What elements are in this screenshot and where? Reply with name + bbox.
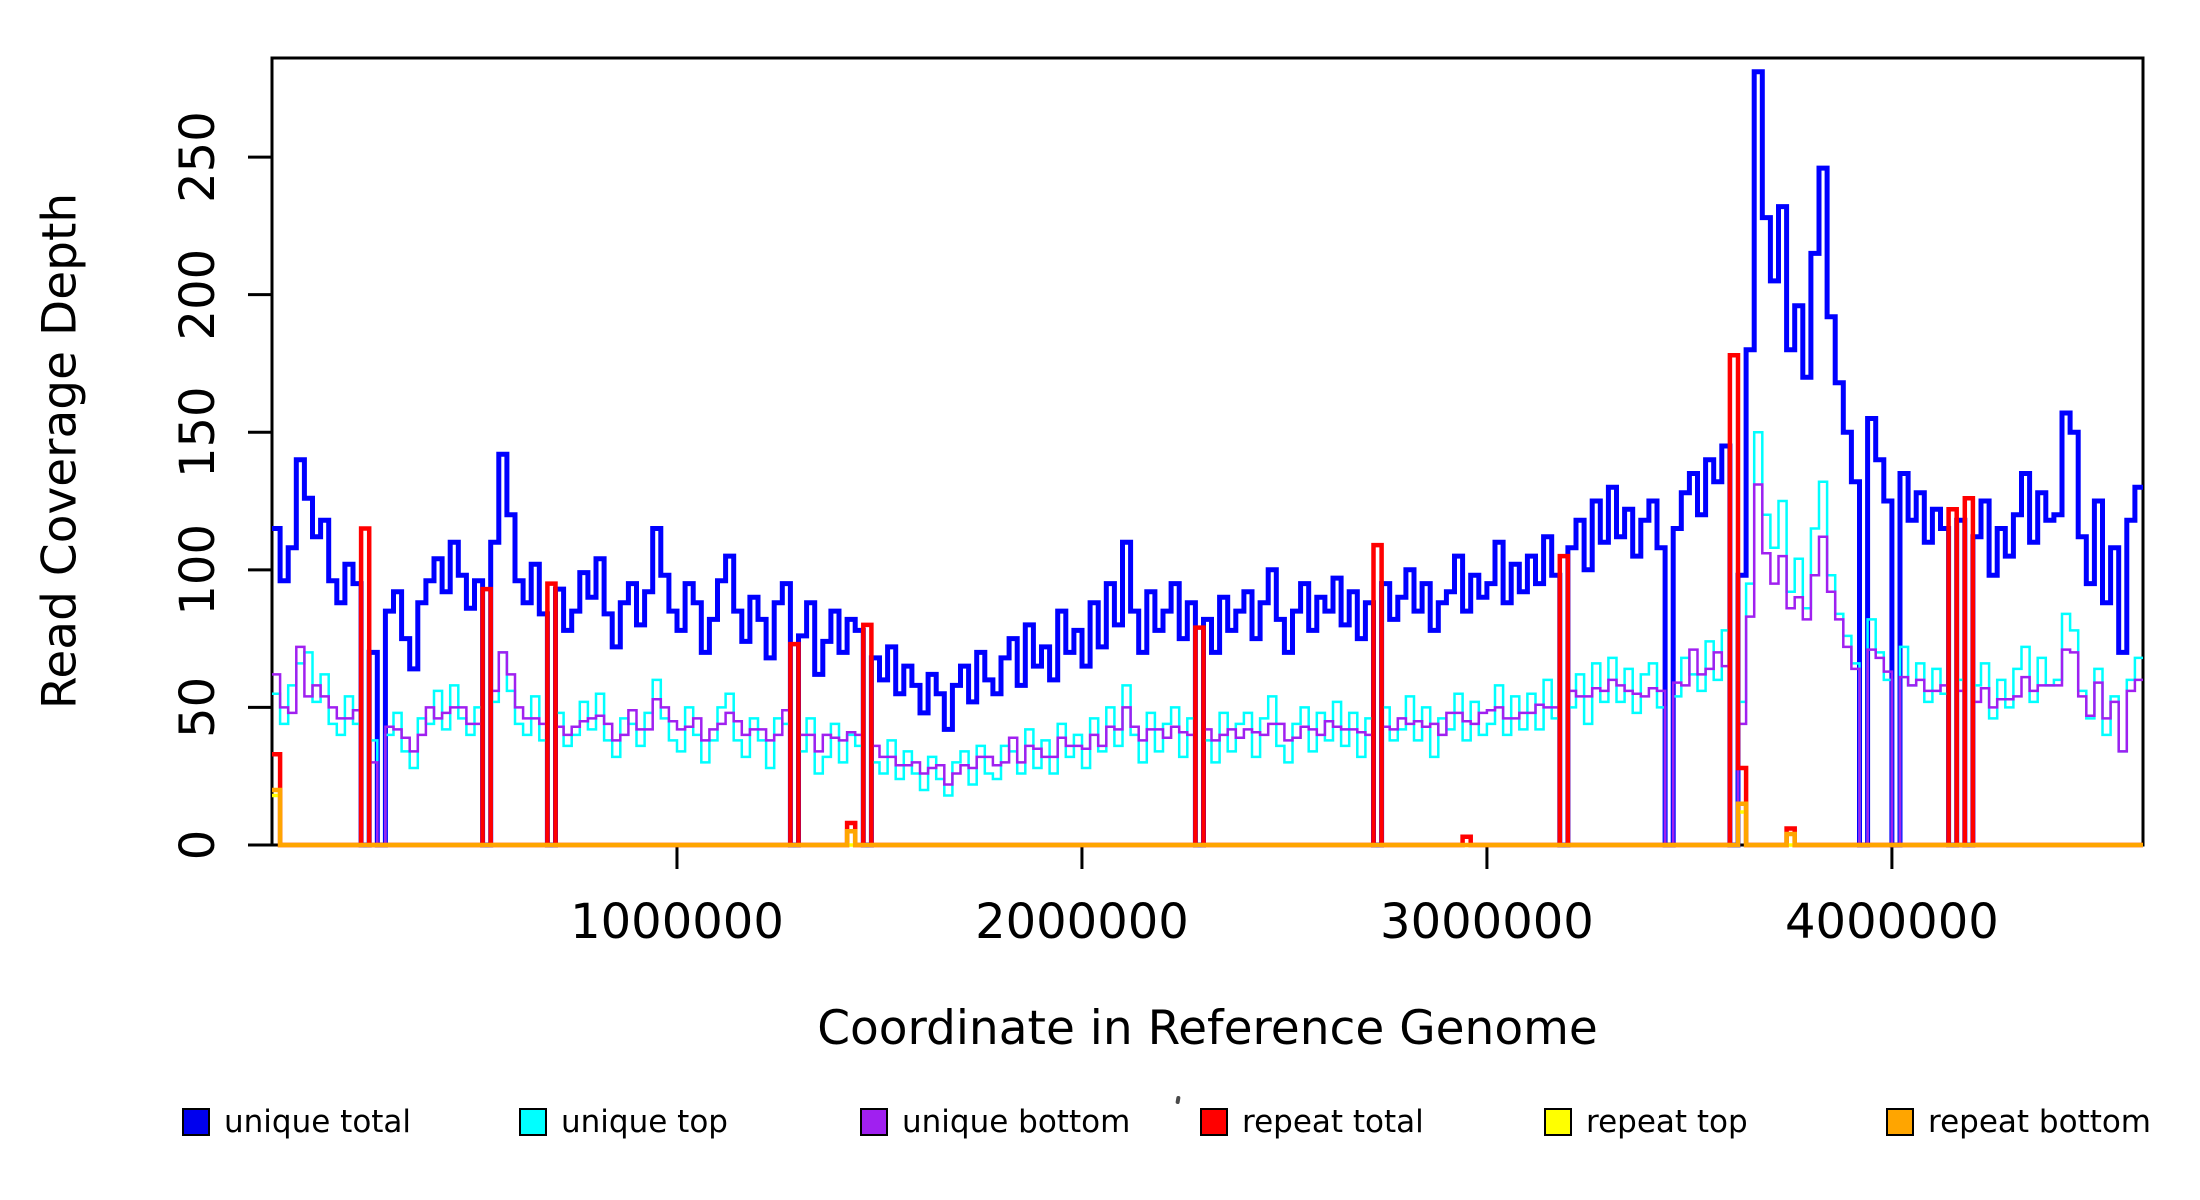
series-unique-bottom-line xyxy=(272,483,2143,847)
legend-label: repeat total xyxy=(1242,1104,1424,1140)
legend-swatch-icon xyxy=(182,1108,210,1136)
legend-label: repeat bottom xyxy=(1928,1104,2152,1140)
x-tick-label: 4000000 xyxy=(1785,894,1999,950)
legend-label: repeat top xyxy=(1586,1104,1748,1140)
y-tick-label: 0 xyxy=(170,830,226,861)
y-tick-label: 200 xyxy=(170,249,226,341)
legend-label: unique total xyxy=(224,1104,412,1140)
x-tick-label: 3000000 xyxy=(1380,894,1594,950)
x-tick-label: 1000000 xyxy=(570,894,784,950)
series-repeat-total-line xyxy=(272,352,2143,848)
y-tick-label: 250 xyxy=(170,111,226,203)
x-tick-label: 2000000 xyxy=(975,894,1189,950)
series-unique-total-line xyxy=(272,69,2143,848)
y-tick-label: 100 xyxy=(170,524,226,616)
plot-border xyxy=(270,56,2145,847)
legend-swatch-icon xyxy=(1886,1108,1914,1136)
series-unique-top-line xyxy=(272,430,2143,847)
legend-swatch-icon xyxy=(519,1108,547,1136)
legend-swatch-icon xyxy=(860,1108,888,1136)
y-axis-title: Read Coverage Depth xyxy=(32,192,88,710)
legend-label: unique bottom xyxy=(902,1104,1131,1140)
legend-swatch-icon xyxy=(1544,1108,1572,1136)
legend-swatch-icon xyxy=(1200,1108,1228,1136)
y-tick-label: 150 xyxy=(170,386,226,478)
x-axis-title: Coordinate in Reference Genome xyxy=(817,1001,1598,1056)
legend-label: unique top xyxy=(561,1104,728,1140)
y-tick-label: 50 xyxy=(170,677,226,738)
series-repeat-top-line xyxy=(272,793,2143,847)
series-repeat-bottom-line xyxy=(272,787,2143,848)
